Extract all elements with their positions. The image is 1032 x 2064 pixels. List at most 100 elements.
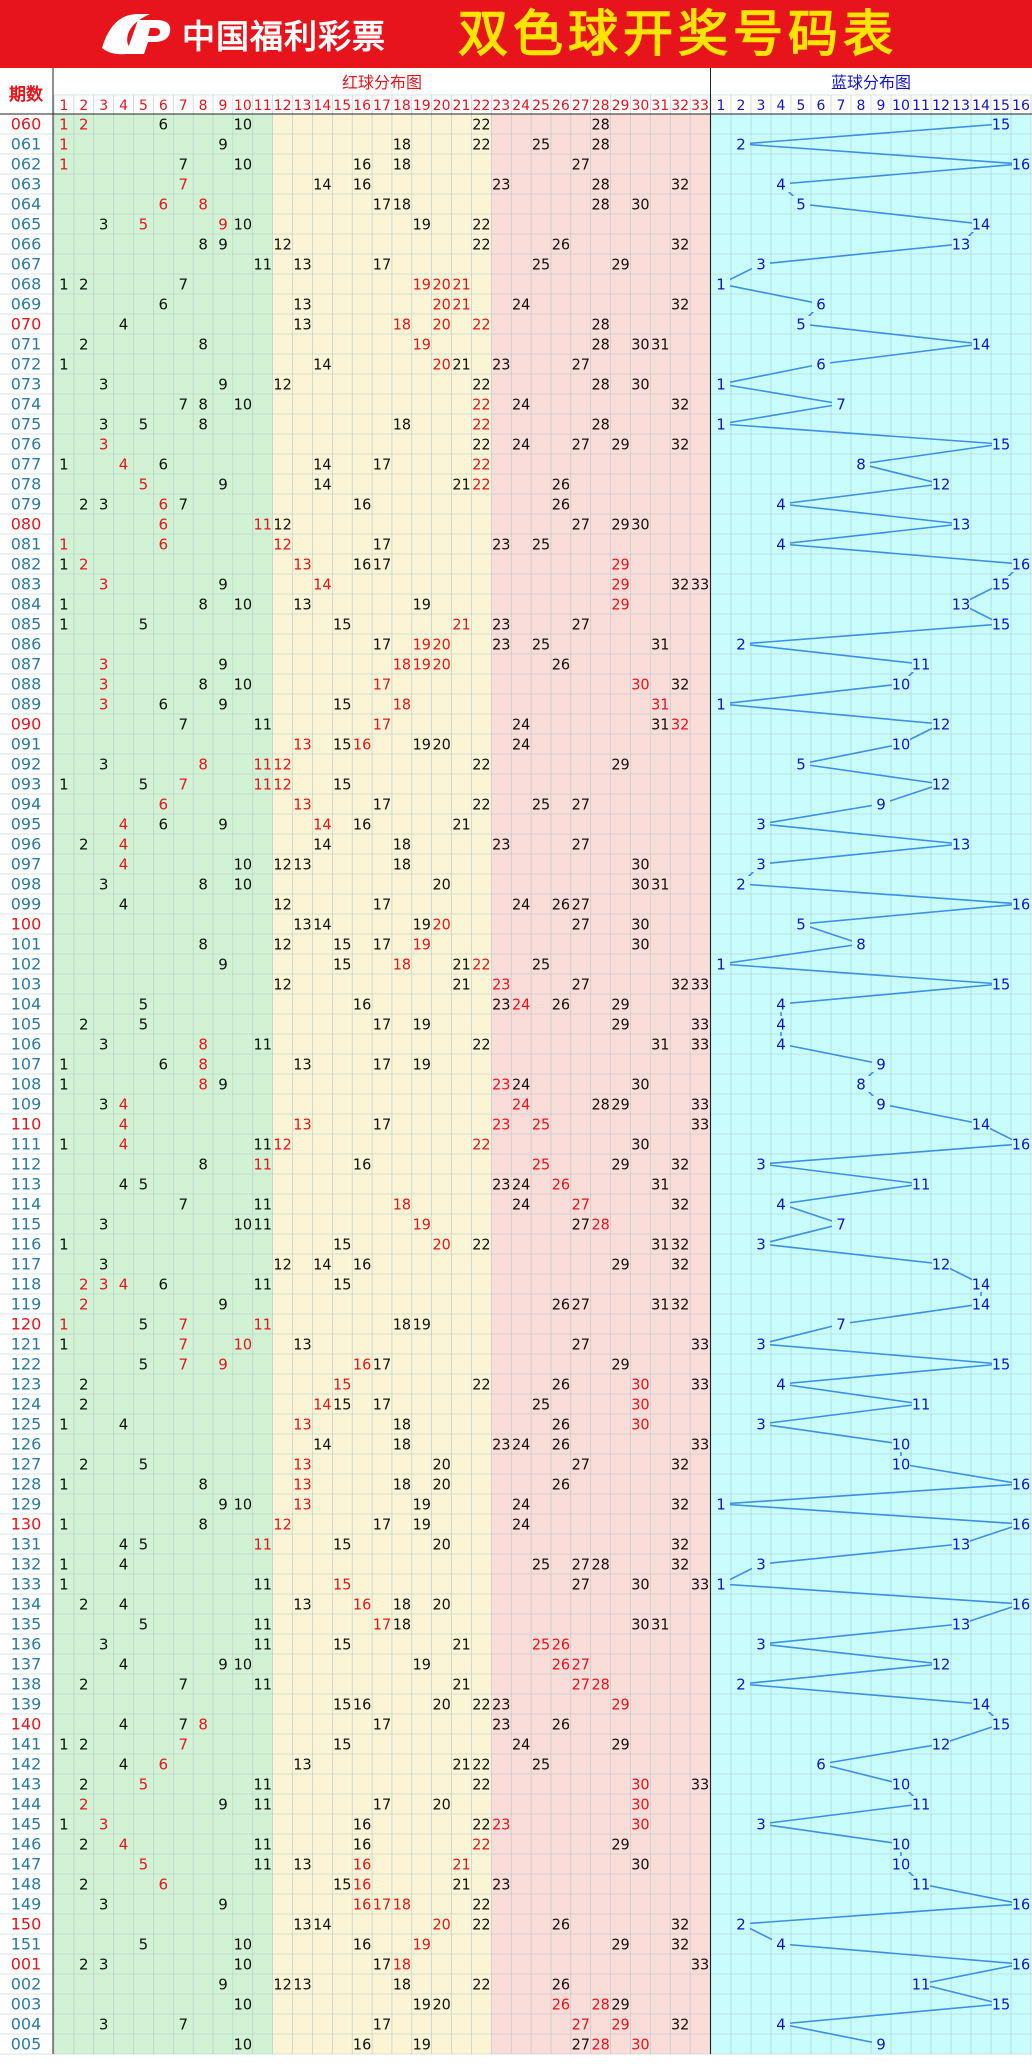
red-ball-number: 30 xyxy=(631,1856,649,1874)
red-ball-number: 13 xyxy=(293,1976,311,1994)
red-ball-number: 27 xyxy=(572,1216,590,1234)
red-ball-number: 32 xyxy=(671,1936,689,1954)
red-ball-number: 2 xyxy=(79,1276,89,1294)
red-ball-number: 3 xyxy=(99,676,109,694)
red-ball-number: 25 xyxy=(532,956,550,974)
blue-column-header: 6 xyxy=(817,98,826,114)
red-ball-number: 26 xyxy=(552,1296,570,1314)
red-column-header: 26 xyxy=(552,98,570,114)
red-ball-number: 32 xyxy=(671,1256,689,1274)
red-ball-number: 6 xyxy=(159,296,169,314)
red-ball-number: 24 xyxy=(512,1196,530,1214)
period-label: 004 xyxy=(11,2015,42,2034)
blue-ball-bg xyxy=(812,1756,830,1772)
red-ball-number: 3 xyxy=(99,1636,109,1654)
red-ball-number: 7 xyxy=(178,276,188,294)
period-label: 149 xyxy=(11,1895,42,1914)
red-ball-number: 2 xyxy=(79,556,89,574)
period-label: 080 xyxy=(11,515,42,534)
red-ball-number: 19 xyxy=(413,1496,431,1514)
red-ball-number: 8 xyxy=(198,1476,208,1494)
red-ball-number: 12 xyxy=(273,936,291,954)
red-ball-number: 8 xyxy=(198,396,208,414)
red-ball-number: 22 xyxy=(472,136,490,154)
blue-ball-bg xyxy=(752,856,770,872)
red-ball-number: 7 xyxy=(178,1316,188,1334)
red-ball-number: 18 xyxy=(393,1896,411,1914)
period-label: 094 xyxy=(11,795,42,814)
red-ball-number: 2 xyxy=(79,1676,89,1694)
red-ball-number: 9 xyxy=(218,476,228,494)
period-label: 101 xyxy=(11,935,42,954)
red-ball-number: 13 xyxy=(293,556,311,574)
red-ball-number: 16 xyxy=(353,496,371,514)
red-ball-number: 17 xyxy=(373,1116,391,1134)
red-ball-number: 19 xyxy=(413,1996,431,2014)
red-ball-number: 5 xyxy=(139,1356,149,1374)
period-label: 130 xyxy=(11,1515,42,1534)
red-column-header: 30 xyxy=(631,98,649,114)
red-ball-number: 29 xyxy=(611,256,629,274)
red-ball-number: 11 xyxy=(254,716,272,734)
red-ball-number: 30 xyxy=(631,516,649,534)
period-label: 003 xyxy=(11,1995,42,2014)
red-ball-number: 24 xyxy=(512,1176,530,1194)
period-label: 113 xyxy=(11,1175,42,1194)
red-ball-number: 17 xyxy=(373,716,391,734)
blue-ball-bg xyxy=(992,1716,1010,1732)
red-ball-number: 3 xyxy=(99,1816,109,1834)
red-ball-number: 29 xyxy=(611,1996,629,2014)
red-ball-number: 15 xyxy=(333,1876,351,1894)
red-ball-number: 19 xyxy=(413,1016,431,1034)
red-ball-number: 19 xyxy=(413,1516,431,1534)
red-ball-number: 27 xyxy=(572,836,590,854)
red-ball-number: 8 xyxy=(198,1076,208,1094)
red-ball-number: 12 xyxy=(273,896,291,914)
red-ball-number: 32 xyxy=(671,296,689,314)
blue-ball-bg xyxy=(712,416,730,432)
red-ball-number: 10 xyxy=(234,116,252,134)
red-ball-number: 2 xyxy=(79,1456,89,1474)
red-ball-number: 2 xyxy=(79,116,89,134)
red-ball-number: 27 xyxy=(572,156,590,174)
red-ball-number: 31 xyxy=(651,1236,669,1254)
blue-ball-number: 12 xyxy=(932,716,951,734)
red-ball-number: 29 xyxy=(611,1836,629,1854)
red-ball-number: 16 xyxy=(353,556,371,574)
period-label: 071 xyxy=(11,335,42,354)
red-ball-number: 26 xyxy=(552,656,570,674)
red-ball-number: 10 xyxy=(234,676,252,694)
red-ball-number: 22 xyxy=(472,456,490,474)
red-ball-number: 29 xyxy=(611,1356,629,1374)
red-ball-number: 24 xyxy=(512,896,530,914)
red-ball-number: 15 xyxy=(333,1736,351,1754)
red-ball-number: 13 xyxy=(293,1456,311,1474)
red-ball-number: 21 xyxy=(452,1636,470,1654)
blue-ball-bg xyxy=(992,1996,1010,2012)
red-ball-number: 5 xyxy=(139,216,149,234)
blue-ball-number: 5 xyxy=(796,196,806,214)
red-ball-number: 28 xyxy=(591,1096,609,1114)
red-ball-number: 2 xyxy=(79,496,89,514)
red-ball-number: 20 xyxy=(432,1476,450,1494)
red-ball-number: 7 xyxy=(178,396,188,414)
red-ball-number: 33 xyxy=(691,1116,709,1134)
red-ball-number: 25 xyxy=(532,1756,550,1774)
blue-ball-bg xyxy=(892,1456,910,1472)
red-ball-number: 8 xyxy=(198,756,208,774)
red-ball-number: 16 xyxy=(353,1356,371,1374)
blue-ball-bg xyxy=(732,1676,750,1692)
red-ball-number: 11 xyxy=(254,1676,272,1694)
blue-column-header: 8 xyxy=(857,98,866,114)
period-label: 069 xyxy=(11,295,42,314)
blue-ball-bg xyxy=(952,1536,970,1552)
period-label: 070 xyxy=(11,315,42,334)
blue-ball-bg xyxy=(952,596,970,612)
red-ball-number: 6 xyxy=(159,796,169,814)
red-ball-number: 17 xyxy=(373,1716,391,1734)
red-ball-number: 1 xyxy=(59,1816,69,1834)
red-ball-number: 9 xyxy=(218,1076,228,1094)
blue-ball-number: 6 xyxy=(816,1756,826,1774)
red-ball-number: 12 xyxy=(273,1136,291,1154)
period-label: 061 xyxy=(11,135,42,154)
